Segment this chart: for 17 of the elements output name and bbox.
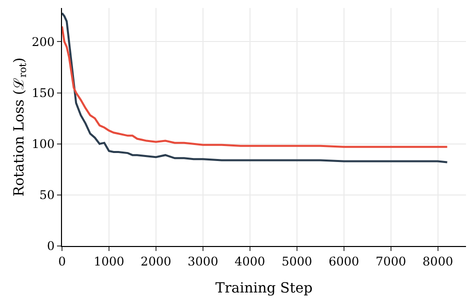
x-tick-label: 2000: [140, 254, 172, 268]
x-tick-label: 3000: [188, 254, 218, 268]
x-tick-label: 6000: [328, 254, 360, 268]
y-tick-label: 200: [32, 34, 55, 49]
x-tick-label: 0: [58, 254, 66, 268]
y-tick-label: 50: [39, 188, 55, 202]
y-tick-label: 0: [46, 239, 55, 254]
x-tick-label: 8000: [422, 254, 454, 268]
line-series: [62, 25, 448, 148]
x-axis-title: Training Step: [215, 280, 313, 297]
y-tick-label: 100: [32, 137, 55, 152]
x-tick-label: 7000: [376, 254, 406, 268]
x-tick-label: 4000: [234, 254, 266, 268]
line-series: [62, 12, 448, 164]
x-tick-label: 5000: [282, 254, 312, 268]
y-tick-label: 150: [32, 86, 55, 100]
x-tick-label: 1000: [94, 254, 124, 268]
